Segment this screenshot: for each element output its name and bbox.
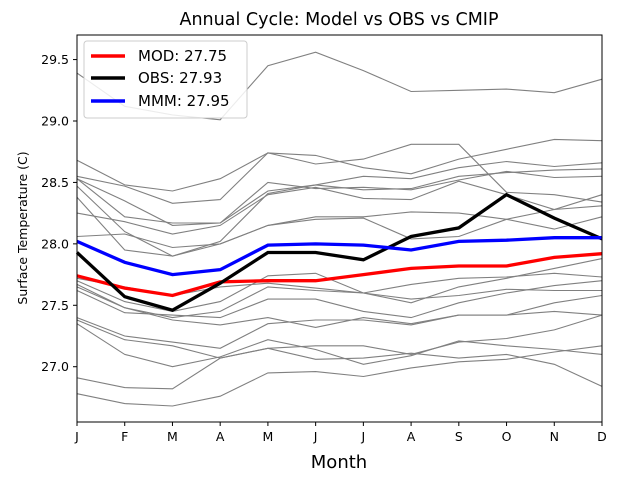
- cmip-model-line-14: [76, 286, 603, 328]
- cmip-model-line-5: [76, 160, 603, 226]
- cmip-model-line-12: [76, 283, 602, 319]
- axes-frame: [76, 34, 603, 423]
- cmip-model-line-18: [76, 347, 603, 390]
- x-axis-label: Month: [311, 452, 367, 473]
- cmip-model-line-13: [76, 280, 603, 319]
- x-tick-label: A: [407, 429, 416, 444]
- series-line-mmm: [76, 236, 602, 277]
- cmip-model-line-7: [76, 196, 603, 257]
- y-tick-label: 27.5: [41, 298, 69, 313]
- legend: MOD: 27.75 OBS: 27.93 MMM: 27.95: [83, 40, 248, 119]
- x-tick-label: F: [121, 429, 128, 444]
- x-tick-label: S: [455, 429, 463, 444]
- legend-frame: [83, 40, 248, 119]
- y-axis-label: Surface Temperature (C): [15, 151, 30, 304]
- series-line-mod: [76, 252, 603, 298]
- y-axis: 27.0 27.5 28.0 28.5 29.0 29.5: [41, 52, 77, 374]
- x-tick-label: J: [74, 429, 79, 444]
- y-tick-label: 27.0: [41, 359, 69, 374]
- x-tick-label: O: [502, 429, 512, 444]
- cmip-model-line-3: [76, 143, 603, 204]
- cmip-model-line-9: [76, 205, 603, 249]
- cmip-model-line-11: [76, 258, 603, 312]
- x-tick-label: J: [313, 429, 318, 444]
- y-tick-label: 29.5: [41, 52, 69, 67]
- series-line-obs: [75, 192, 603, 312]
- y-tick-label: 28.5: [41, 175, 69, 190]
- cmip-model-line-17: [76, 323, 603, 368]
- x-tick-label: M: [167, 429, 178, 444]
- cmip-model-line-15: [76, 310, 603, 349]
- plot-area: [75, 51, 603, 407]
- x-tick-label: M: [263, 429, 274, 444]
- cmip-model-line-6: [76, 168, 603, 257]
- cmip-model-line-16: [76, 314, 603, 359]
- legend-label-mmm: MMM: 27.95: [138, 92, 230, 110]
- y-tick-label: 29.0: [41, 114, 69, 129]
- x-tick-label: D: [597, 429, 607, 444]
- x-tick-label: A: [216, 429, 225, 444]
- x-tick-label: J: [361, 429, 366, 444]
- legend-label-mod: MOD: 27.75: [138, 47, 227, 65]
- chart-title: Annual Cycle: Model vs OBS vs CMIP: [179, 10, 498, 30]
- y-tick-label: 28.0: [41, 236, 69, 251]
- cmip-model-line-19: [76, 345, 603, 407]
- x-tick-label: N: [550, 429, 559, 444]
- legend-label-obs: OBS: 27.93: [138, 69, 222, 87]
